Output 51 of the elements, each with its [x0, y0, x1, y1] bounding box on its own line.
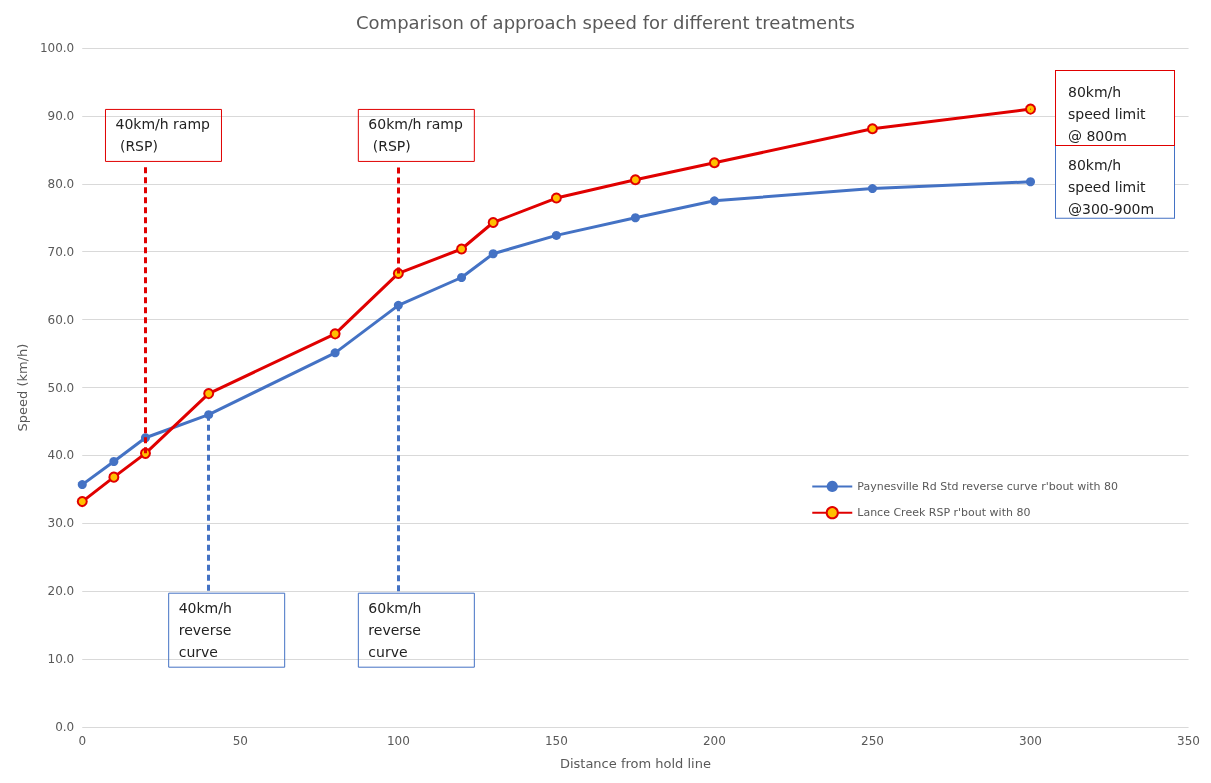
point [109, 457, 119, 467]
annotation: 40km/h ramp (RSP) [115, 116, 211, 155]
point [550, 192, 562, 204]
legend-label: Paynesville Rd Std reverse curve r'bout with 80 [857, 479, 1119, 493]
point [330, 348, 340, 358]
y-tick-label: 90.0 [47, 108, 75, 123]
point [709, 196, 719, 206]
annotation: 40km/h reverse curve [178, 600, 237, 661]
x-tick-label: 300 [1019, 734, 1042, 748]
point [203, 388, 215, 400]
point [1025, 103, 1037, 115]
point [108, 471, 120, 483]
chart-title: Comparison of approach speed for different treatments [356, 11, 855, 33]
point [329, 328, 341, 340]
y-tick-label: 70.0 [47, 244, 75, 259]
annotation: 80km/h speed limit @ 800m [1068, 84, 1151, 145]
point [457, 273, 467, 282]
y-tick-label: 60.0 [47, 312, 75, 327]
point [708, 157, 720, 169]
point [456, 243, 468, 255]
y-tick-label: 10.0 [47, 652, 75, 667]
x-axis-title: Distance from hold line [559, 756, 711, 771]
annotation: 60km/h ramp (RSP) [368, 116, 463, 155]
point [866, 123, 878, 135]
point [76, 496, 88, 508]
point [77, 480, 87, 490]
annotation: 60km/h reverse curve [368, 600, 426, 661]
y-axis-title: Speed (km/h) [15, 343, 30, 432]
point [629, 174, 641, 186]
y-tick-label: 20.0 [47, 584, 75, 599]
x-tick-label: 150 [544, 734, 568, 748]
x-tick-label: 50 [232, 734, 248, 748]
point [867, 184, 877, 194]
legend-label: Lance Creek RSP r'bout with 80 [857, 506, 1031, 520]
y-tick-label: 30.0 [47, 516, 75, 531]
x-tick-label: 100 [386, 734, 410, 748]
point [551, 230, 561, 240]
y-tick-label: 50.0 [47, 380, 75, 395]
point [630, 213, 640, 223]
annotation: 80km/h speed limit @300-900m [1068, 156, 1155, 217]
x-tick-label: 200 [702, 734, 726, 748]
y-tick-label: 0.0 [55, 720, 75, 734]
x-tick-label: 350 [1177, 734, 1200, 748]
y-tick-label: 100.0 [39, 41, 75, 55]
y-tick-label: 80.0 [47, 176, 75, 191]
x-tick-label: 250 [861, 734, 884, 748]
x-tick-label: 0 [78, 734, 87, 748]
y-tick-label: 40.0 [47, 448, 75, 463]
point [1026, 177, 1036, 187]
point [487, 217, 499, 228]
point [488, 249, 498, 259]
